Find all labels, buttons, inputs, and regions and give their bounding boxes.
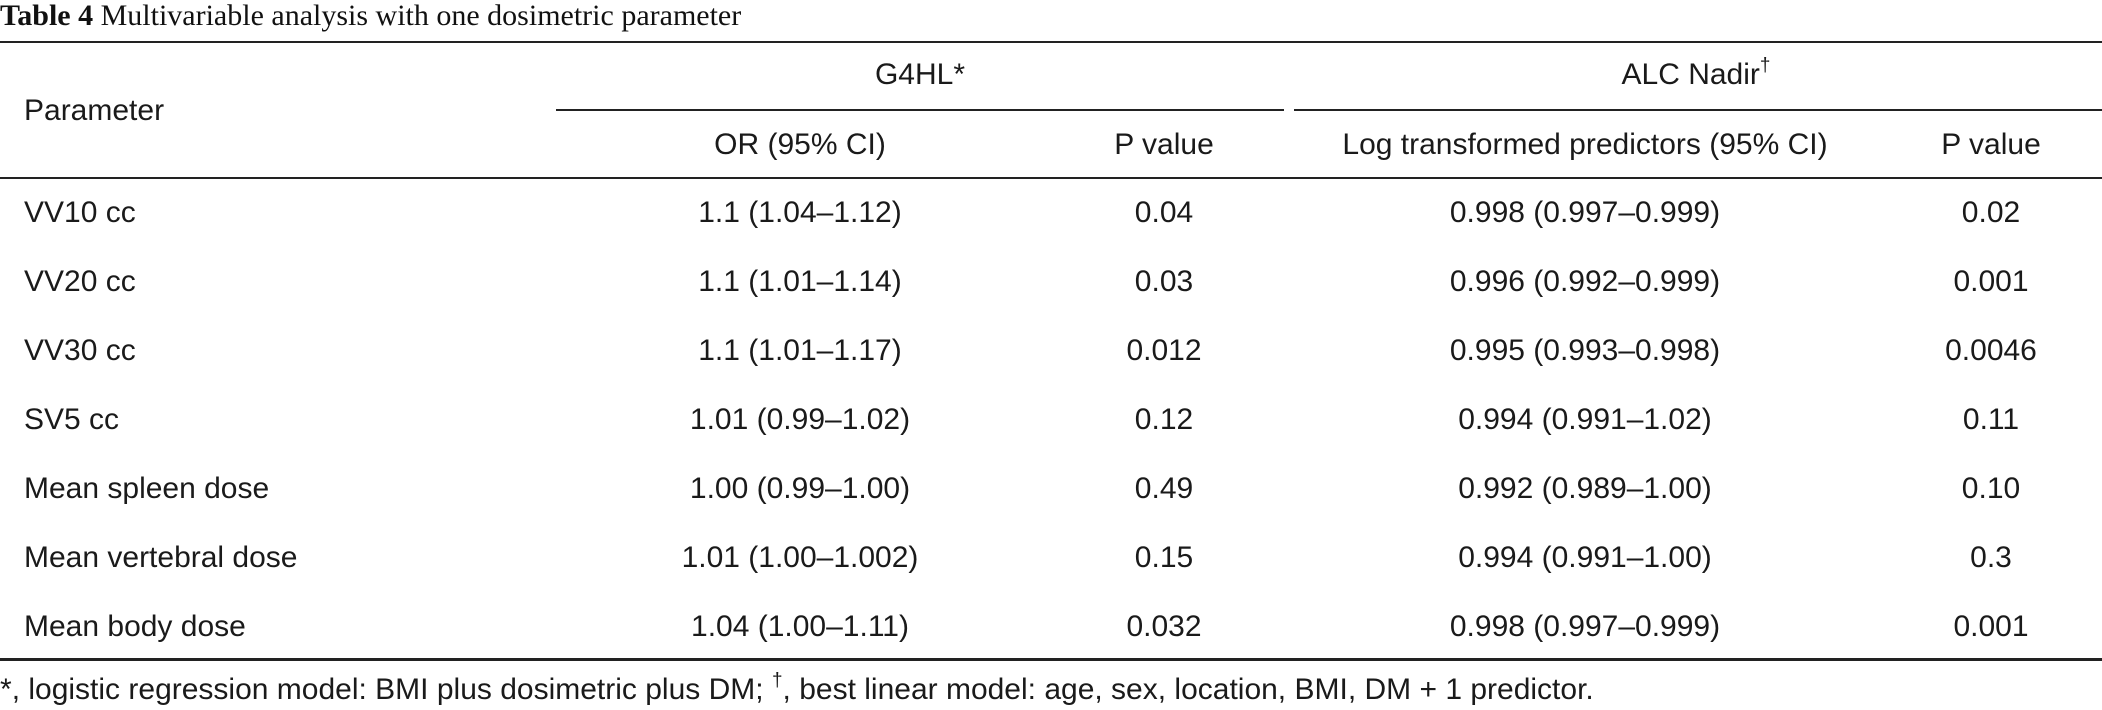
g4hl-footnote-mark: * bbox=[953, 58, 966, 91]
row-p-value-alc: 0.11 bbox=[1962, 403, 2020, 436]
row-log-predictor: 0.994 (0.991–1.02) bbox=[1458, 403, 1712, 436]
table-caption: Table 4 Multivariable analysis with one … bbox=[0, 0, 741, 36]
row-p-value-g4hl: 0.032 bbox=[1126, 610, 1202, 643]
p-value-header-2: P value bbox=[1941, 128, 2041, 161]
row-parameter: Mean body dose bbox=[24, 610, 246, 643]
row-p-value-g4hl: 0.04 bbox=[1134, 196, 1194, 229]
footnote-text-2: , best linear model: age, sex, location,… bbox=[782, 673, 1594, 706]
row-or-ci: 1.04 (1.00–1.11) bbox=[691, 610, 909, 643]
row-or-ci: 1.00 (0.99–1.00) bbox=[689, 472, 911, 505]
row-or-ci: 1.01 (0.99–1.02) bbox=[689, 403, 911, 436]
row-or-ci: 1.1 (1.01–1.14) bbox=[698, 265, 902, 298]
row-or-ci: 1.01 (1.00–1.002) bbox=[681, 541, 919, 574]
row-p-value-alc: 0.02 bbox=[1961, 196, 2021, 229]
row-p-value-alc: 0.001 bbox=[1953, 265, 2029, 298]
row-log-predictor: 0.996 (0.992–0.999) bbox=[1449, 265, 1721, 298]
row-parameter: Mean vertebral dose bbox=[24, 541, 298, 574]
row-log-predictor: 0.998 (0.997–0.999) bbox=[1449, 196, 1721, 229]
g4hl-underline bbox=[556, 109, 1284, 111]
log-predictors-header: Log transformed predictors (95% CI) bbox=[1342, 128, 1828, 161]
header-rule bbox=[0, 177, 2102, 179]
table-title: Multivariable analysis with one dosimetr… bbox=[93, 0, 742, 32]
row-p-value-g4hl: 0.03 bbox=[1134, 265, 1194, 298]
alc-nadir-label: ALC Nadir bbox=[1621, 58, 1760, 91]
alc-nadir-footnote-mark: † bbox=[1759, 55, 1771, 76]
footnote-mark-dagger: † bbox=[771, 670, 783, 691]
row-log-predictor: 0.998 (0.997–0.999) bbox=[1449, 610, 1721, 643]
row-p-value-g4hl: 0.012 bbox=[1126, 334, 1202, 367]
top-rule bbox=[0, 41, 2102, 43]
row-parameter: VV30 cc bbox=[24, 334, 136, 367]
row-p-value-alc: 0.10 bbox=[1961, 472, 2021, 505]
table-label: Table 4 bbox=[0, 0, 94, 32]
row-p-value-g4hl: 0.49 bbox=[1134, 472, 1194, 505]
row-log-predictor: 0.994 (0.991–1.00) bbox=[1458, 541, 1712, 574]
g4hl-label: G4HL bbox=[874, 58, 954, 91]
row-log-predictor: 0.992 (0.989–1.00) bbox=[1458, 472, 1712, 505]
row-parameter: SV5 cc bbox=[24, 403, 120, 436]
row-or-ci: 1.1 (1.04–1.12) bbox=[698, 196, 902, 229]
row-parameter: Mean spleen dose bbox=[24, 472, 270, 505]
row-parameter: VV20 cc bbox=[24, 265, 136, 298]
row-p-value-alc: 0.3 bbox=[1970, 541, 2012, 574]
alc-nadir-group-header: ALC Nadir† bbox=[1290, 55, 2102, 95]
row-log-predictor: 0.995 (0.993–0.998) bbox=[1449, 334, 1721, 367]
g4hl-group-header: G4HL* bbox=[556, 55, 1284, 95]
row-p-value-g4hl: 0.12 bbox=[1134, 403, 1194, 436]
parameter-header: Parameter bbox=[24, 94, 165, 127]
p-value-header-1: P value bbox=[1114, 128, 1214, 161]
row-p-value-alc: 0.001 bbox=[1953, 610, 2029, 643]
footnote-text-1: , logistic regression model: BMI plus do… bbox=[11, 673, 772, 706]
row-p-value-g4hl: 0.15 bbox=[1134, 541, 1194, 574]
table-footnote: *, logistic regression model: BMI plus d… bbox=[0, 670, 1594, 710]
row-or-ci: 1.1 (1.01–1.17) bbox=[698, 334, 902, 367]
or-ci-header: OR (95% CI) bbox=[714, 128, 886, 161]
row-parameter: VV10 cc bbox=[24, 196, 136, 229]
bottom-rule bbox=[0, 658, 2102, 661]
row-p-value-alc: 0.0046 bbox=[1945, 334, 2037, 367]
alc-nadir-underline bbox=[1294, 109, 2102, 111]
footnote-mark-asterisk: * bbox=[0, 673, 12, 706]
